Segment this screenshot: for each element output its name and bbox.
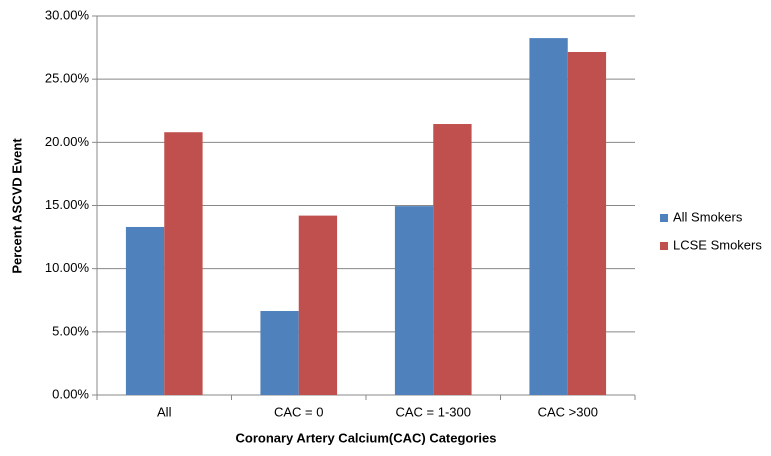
bar [394, 206, 434, 395]
legend-swatch [660, 214, 668, 222]
legend-swatch [660, 242, 668, 250]
x-tick-label: All [157, 404, 172, 419]
x-tick-label: CAC = 0 [274, 404, 324, 419]
bar [260, 310, 299, 395]
y-axis-title: Percent ASCVD Event [9, 138, 24, 274]
bar [164, 132, 203, 395]
bar [125, 226, 165, 395]
y-tick-label: 5.00% [52, 323, 89, 338]
y-tick-label: 0.00% [52, 386, 89, 401]
x-tick-label: CAC >300 [538, 404, 598, 419]
y-tick-label: 20.00% [45, 134, 90, 149]
bar [298, 215, 338, 395]
y-tick-label: 10.00% [45, 260, 90, 275]
x-tick-label: CAC = 1-300 [395, 404, 471, 419]
y-tick-label: 30.00% [45, 7, 90, 22]
legend-label: LCSE Smokers [673, 237, 762, 252]
y-tick-label: 15.00% [45, 197, 90, 212]
y-tick-label: 25.00% [45, 71, 90, 86]
x-axis-title: Coronary Artery Calcium(CAC) Categories [235, 430, 496, 445]
bar [529, 38, 568, 395]
bar [567, 52, 607, 395]
bar [433, 124, 472, 395]
legend-label: All Smokers [673, 209, 743, 224]
